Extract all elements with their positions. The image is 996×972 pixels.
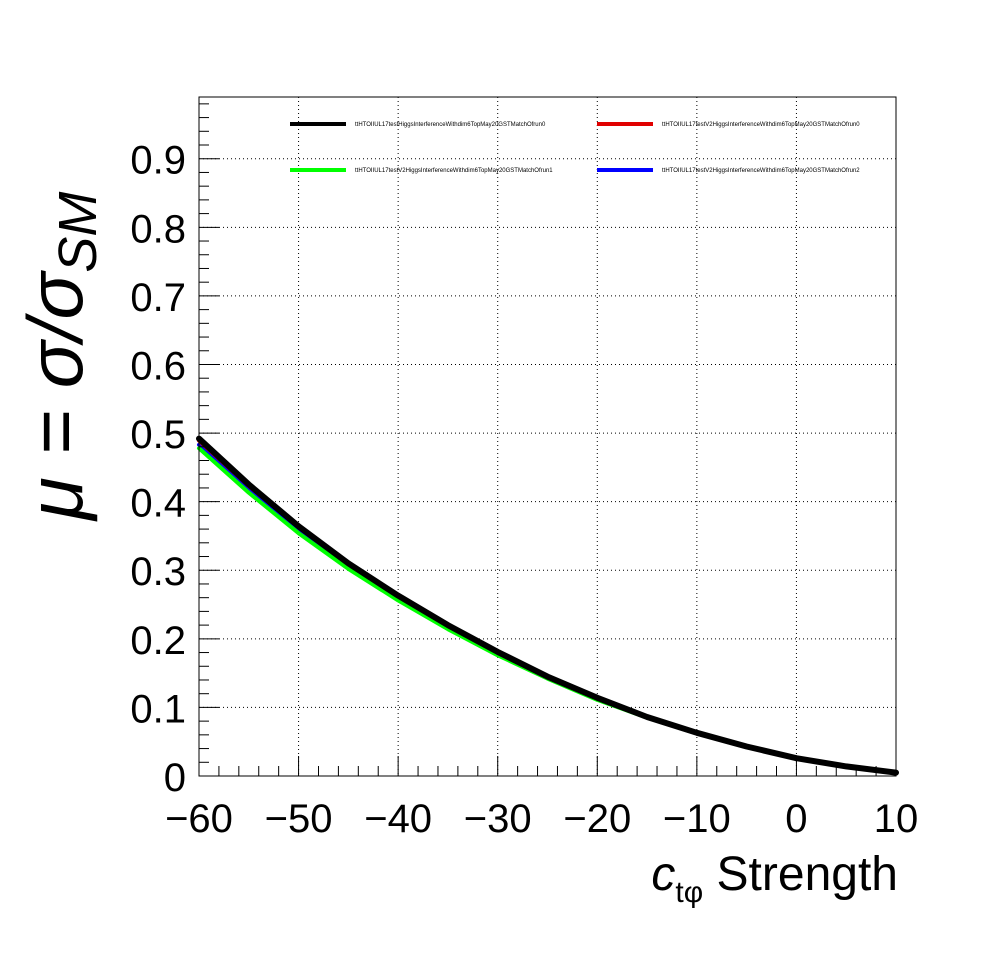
legend: ttHTOIIUL17testHiggsInterferenceWithdim6… — [290, 122, 860, 174]
y-tick-label: 0 — [164, 756, 186, 800]
legend-label: ttHTOIIUL17testV2HiggsInterferenceWithdi… — [662, 122, 860, 128]
y-axis-title: μ = σ/σSM — [11, 192, 108, 522]
x-tick-label: −40 — [364, 797, 432, 841]
legend-label: ttHTOIIUL17testV2HiggsInterferenceWithdi… — [355, 168, 553, 174]
y-tick-label: 0.4 — [130, 482, 186, 526]
legend-label: ttHTOIIUL17testV2HiggsInterferenceWithdi… — [662, 168, 860, 174]
x-tick-label: 10 — [874, 797, 919, 841]
y-tick-label: 0.2 — [130, 619, 186, 663]
x-tick-label: −20 — [563, 797, 631, 841]
x-tick-label: −60 — [165, 797, 233, 841]
y-tick-label: 0.9 — [130, 139, 186, 183]
x-axis-title-suffix: Strength — [703, 848, 898, 901]
y-axis-tick-labels: 0 0.1 0.2 0.3 0.4 0.5 0.6 0.7 0.8 0.9 — [130, 139, 186, 800]
x-axis-title: ctφ Strength — [651, 848, 898, 909]
series-line — [196, 435, 899, 776]
series-layer — [196, 435, 899, 776]
y-tick-label: 0.7 — [130, 276, 186, 320]
x-tick-label: −50 — [265, 797, 333, 841]
x-tick-label: −30 — [464, 797, 532, 841]
y-axis-ticks — [199, 103, 219, 777]
y-tick-label: 0.5 — [130, 413, 186, 457]
y-tick-label: 0.3 — [130, 550, 186, 594]
x-axis-tick-labels: −60 −50 −40 −30 −20 −10 0 10 — [165, 797, 918, 841]
y-axis-title-subscript: SM — [48, 192, 108, 273]
plot-frame — [198, 96, 897, 777]
y-tick-label: 0.6 — [130, 344, 186, 388]
y-tick-label: 0.8 — [130, 207, 186, 251]
x-axis-title-subscript: tφ — [675, 876, 703, 909]
y-tick-label: 0.1 — [130, 687, 186, 731]
y-axis-title-main: μ = σ/σ — [11, 270, 99, 522]
x-axis-title-main: c — [651, 848, 675, 901]
x-tick-label: −10 — [663, 797, 731, 841]
legend-label: ttHTOIIUL17testHiggsInterferenceWithdim6… — [355, 122, 546, 128]
grid — [199, 97, 896, 776]
x-axis-ticks — [198, 756, 897, 776]
x-tick-label: 0 — [785, 797, 807, 841]
